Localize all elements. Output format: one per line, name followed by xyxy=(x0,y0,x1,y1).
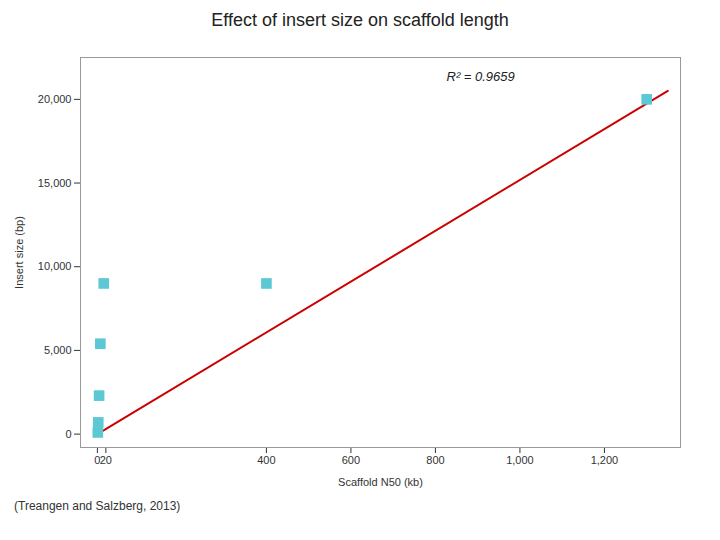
html-text:Effect of insert size on scaff: Effect of insert size on scaffold length xyxy=(211,10,509,30)
svg-text:600: 600 xyxy=(342,454,360,466)
svg-text:Scaffold N50 (kb): Scaffold N50 (kb) xyxy=(338,476,423,488)
svg-text:R² = 0.9659: R² = 0.9659 xyxy=(447,69,515,84)
svg-text:10,000: 10,000 xyxy=(38,260,72,272)
svg-text:1,200: 1,200 xyxy=(591,454,619,466)
svg-text:0: 0 xyxy=(94,454,101,467)
svg-text:1,000: 1,000 xyxy=(506,454,534,466)
svg-text:Insert size (bp): Insert size (bp) xyxy=(13,216,25,289)
svg-text:5,000: 5,000 xyxy=(44,344,72,356)
svg-text:800: 800 xyxy=(426,454,444,466)
svg-text:20: 20 xyxy=(100,454,112,466)
svg-text:20,000: 20,000 xyxy=(38,93,72,105)
html-text:(Treangen and Salzberg, 2013): (Treangen and Salzberg, 2013) xyxy=(14,499,181,513)
svg-text:400: 400 xyxy=(257,454,275,466)
svg-text:15,000: 15,000 xyxy=(38,177,72,189)
svg-text:0: 0 xyxy=(65,428,71,440)
